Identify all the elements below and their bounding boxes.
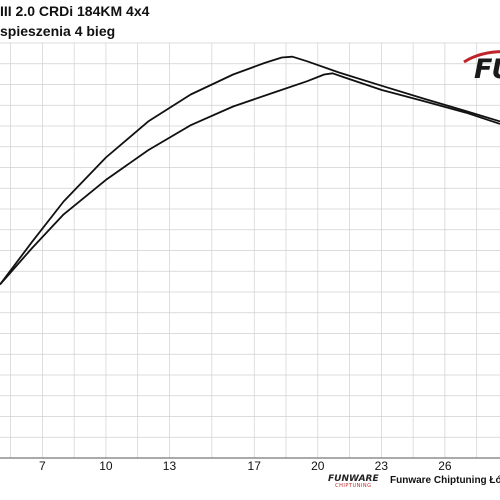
grid <box>0 42 500 458</box>
swoosh-icon <box>463 50 500 64</box>
x-tick-label: 20 <box>311 459 325 473</box>
x-tick-label: 10 <box>99 459 113 473</box>
x-tick-label: 26 <box>438 459 452 473</box>
footer-brand-bottom: CHIPTUNING <box>335 483 372 489</box>
funware-logo: FU <box>460 48 500 88</box>
logo-text: FU <box>474 54 500 85</box>
footer-text: Funware Chiptuning Łód <box>390 475 500 486</box>
chart-title-line-1: III 2.0 CRDi 184KM 4x4 <box>0 3 150 19</box>
series-lines <box>0 55 500 286</box>
x-tick-label: 13 <box>163 459 177 473</box>
chart-title-line-2: spieszenia 4 bieg <box>0 23 116 39</box>
x-tick-label: 23 <box>375 459 389 473</box>
footer-brand-top: FUNWARE <box>328 474 379 484</box>
series-line-1 <box>0 55 500 286</box>
footer-brand-logo: FUNWARE CHIPTUNING <box>328 475 379 489</box>
x-tick-labels: 7 10 13 17 20 23 26 <box>39 459 452 473</box>
x-tick-label: 7 <box>39 459 46 473</box>
x-tick-label: 17 <box>248 459 262 473</box>
series-line-2 <box>0 72 500 286</box>
